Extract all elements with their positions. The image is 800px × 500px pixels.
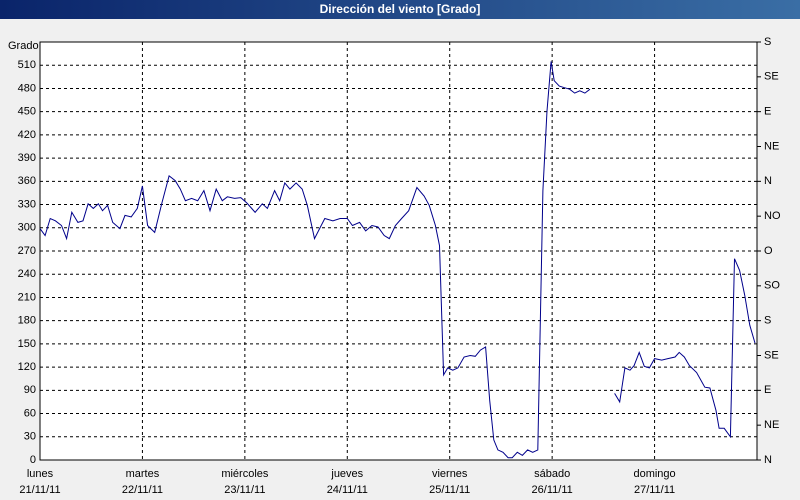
y2-tick-label: SE bbox=[764, 71, 779, 83]
data-line bbox=[39, 61, 756, 459]
x-tick-date: 27/11/11 bbox=[634, 484, 675, 496]
y2-tick-label: SO bbox=[764, 280, 780, 292]
x-tick-label: miércoles bbox=[221, 468, 269, 480]
y-tick-label: 450 bbox=[18, 106, 36, 118]
x-tick-label: lunes bbox=[27, 468, 54, 480]
y-tick-label: 90 bbox=[24, 384, 36, 396]
y-tick-label: 480 bbox=[18, 82, 36, 94]
y-tick-label: 180 bbox=[18, 315, 36, 327]
x-tick-date: 23/11/11 bbox=[224, 484, 265, 496]
y-tick-label: 300 bbox=[18, 222, 36, 234]
y2-tick-label: O bbox=[764, 245, 773, 257]
y-tick-label: 210 bbox=[18, 291, 36, 303]
title-bar bbox=[0, 0, 800, 19]
y2-tick-label: NE bbox=[764, 140, 779, 152]
y-tick-label: 510 bbox=[18, 59, 36, 71]
x-tick-label: sábado bbox=[534, 468, 570, 480]
y-tick-label: 0 bbox=[30, 454, 36, 466]
y-tick-label: 120 bbox=[18, 361, 36, 373]
y-tick-label: 150 bbox=[18, 338, 36, 350]
x-tick-date: 24/11/11 bbox=[327, 484, 368, 496]
plot-area bbox=[39, 41, 758, 461]
y-axis-label: Grado bbox=[8, 40, 39, 52]
y-tick-label: 240 bbox=[18, 268, 36, 280]
y2-tick-label: NO bbox=[764, 210, 781, 222]
y2-tick-label: E bbox=[764, 384, 771, 396]
y-tick-label: 360 bbox=[18, 175, 36, 187]
y2-tick-label: N bbox=[764, 454, 772, 466]
y2-tick-label: E bbox=[764, 106, 771, 118]
x-tick-date: 21/11/11 bbox=[19, 484, 60, 496]
y-tick-label: 60 bbox=[24, 407, 36, 419]
y2-tick-label: N bbox=[764, 175, 772, 187]
y2-tick-label: NE bbox=[764, 419, 779, 431]
y2-tick-label: SE bbox=[764, 349, 779, 361]
y-tick-label: 330 bbox=[18, 198, 36, 210]
y-tick-label: 270 bbox=[18, 245, 36, 257]
x-tick-date: 22/11/11 bbox=[122, 484, 163, 496]
chart-title: Dirección del viento [Grado] bbox=[320, 2, 481, 16]
x-tick-label: martes bbox=[126, 468, 160, 480]
y2-tick-label: S bbox=[764, 36, 771, 48]
y2-tick-label: S bbox=[764, 315, 771, 327]
x-tick-label: domingo bbox=[633, 468, 675, 480]
x-tick-label: jueves bbox=[330, 468, 363, 480]
y-tick-label: 30 bbox=[24, 431, 36, 443]
x-tick-date: 25/11/11 bbox=[429, 484, 470, 496]
x-tick-date: 26/11/11 bbox=[532, 484, 573, 496]
y-tick-label: 420 bbox=[18, 129, 36, 141]
y-tick-label: 390 bbox=[18, 152, 36, 164]
x-tick-label: viernes bbox=[432, 468, 468, 480]
